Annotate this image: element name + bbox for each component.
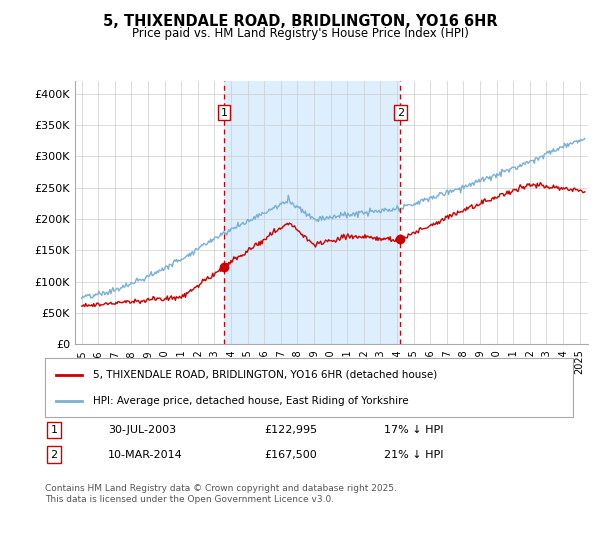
Text: 30-JUL-2003: 30-JUL-2003 xyxy=(108,425,176,435)
Text: Contains HM Land Registry data © Crown copyright and database right 2025.
This d: Contains HM Land Registry data © Crown c… xyxy=(45,484,397,504)
Text: Price paid vs. HM Land Registry's House Price Index (HPI): Price paid vs. HM Land Registry's House … xyxy=(131,27,469,40)
Text: 10-MAR-2014: 10-MAR-2014 xyxy=(108,450,183,460)
Text: 2: 2 xyxy=(50,450,58,460)
Text: £167,500: £167,500 xyxy=(264,450,317,460)
Text: 5, THIXENDALE ROAD, BRIDLINGTON, YO16 6HR (detached house): 5, THIXENDALE ROAD, BRIDLINGTON, YO16 6H… xyxy=(92,370,437,380)
Text: 5, THIXENDALE ROAD, BRIDLINGTON, YO16 6HR: 5, THIXENDALE ROAD, BRIDLINGTON, YO16 6H… xyxy=(103,14,497,29)
Text: £122,995: £122,995 xyxy=(264,425,317,435)
Text: 1: 1 xyxy=(50,425,58,435)
Bar xyxy=(224,81,400,344)
Text: 2: 2 xyxy=(397,108,404,118)
Text: HPI: Average price, detached house, East Riding of Yorkshire: HPI: Average price, detached house, East… xyxy=(92,396,408,406)
Text: 17% ↓ HPI: 17% ↓ HPI xyxy=(384,425,443,435)
Text: 1: 1 xyxy=(221,108,227,118)
Text: 21% ↓ HPI: 21% ↓ HPI xyxy=(384,450,443,460)
